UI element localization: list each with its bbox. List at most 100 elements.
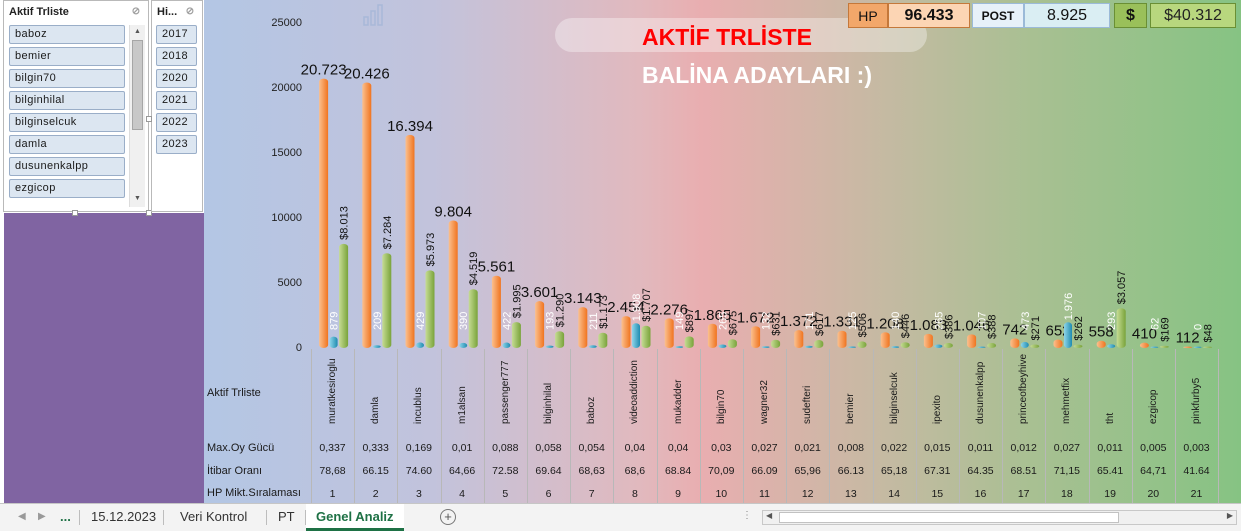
table-cell-max-oy: 0,005 [1140,442,1167,454]
table-column-divider [570,349,572,503]
clear-filter-icon[interactable]: ⊘ [185,6,195,17]
bar-label: 429 [415,312,427,330]
slicer-title: Hi... [157,6,178,18]
table-column-divider [397,349,399,503]
bar-series-0-ezgicop [1139,342,1149,348]
tab-15-12-2023[interactable]: 15.12.2023 [91,509,157,524]
horizontal-scroll-thumb[interactable] [779,512,1119,523]
column-header-user: m1alsan [456,386,468,424]
table-cell-max-oy: 0,058 [535,442,562,454]
scroll-left-icon[interactable]: ◀ [766,511,773,520]
bar-series-2-bilgin70 [727,339,737,348]
slicer-years[interactable]: Hi... ⊘ 2017 2018 2020 2021 2022 2023 [151,0,203,212]
bar-series-1-sudefteri [804,345,813,348]
table-cell-max-oy: 0,04 [624,442,646,454]
table-column-divider [872,349,874,503]
purple-shape [4,213,204,503]
column-header-user: princeofbeyhive [1018,353,1030,424]
column-header-user: damla [370,396,382,424]
table-cell-itibar: 69.64 [535,465,562,477]
table-cell-itibar: 41.64 [1183,465,1210,477]
bar-label: $1.290 [555,294,567,328]
slicer-item[interactable]: 2023 [156,135,197,154]
split-handle-icon[interactable]: ⋮ [742,510,752,521]
table-cell-itibar: 67.31 [924,465,951,477]
table-cell-itibar: 66.15 [362,465,389,477]
clear-filter-icon[interactable]: ⊘ [131,6,141,17]
table-column-divider [1175,349,1176,503]
row-label-max-oy: Max.Oy Gücü [207,442,275,454]
slicer-item[interactable]: 2021 [156,91,197,110]
bar-label: 558 [1089,324,1114,341]
resize-handle[interactable] [72,210,78,216]
bar-label: 2.276 [650,301,688,318]
slicer-item[interactable]: bilginhilal [9,91,125,110]
bar-series-1-ipexito [934,344,943,348]
tab-ellipsis[interactable]: ... [60,509,71,524]
bar-label: $1.707 [641,288,653,322]
bar-series-0-videoaddiction [621,316,631,348]
bar-series-1-bilgin70 [718,344,727,348]
bar-label: 132 [761,312,773,330]
slicer-scrollbar[interactable]: ▲ ▼ [129,25,145,207]
bar-series-2-wagner32 [771,339,781,348]
slicer-item[interactable]: bilgin70 [9,69,125,88]
table-cell-itibar: 71,15 [1053,465,1081,477]
scroll-up-icon[interactable]: ▲ [134,28,141,35]
bar-label: 209 [372,312,384,330]
slicer-aktif-trliste[interactable]: Aktif Trliste ⊘ baboz bemier bilgin70 bilgi… [3,0,149,212]
table-cell-max-oy: 0,337 [319,442,346,454]
tab-next-icon[interactable]: ▶ [38,511,46,522]
bar-label: 410 [1132,326,1157,343]
bar-label: 9.804 [434,204,472,221]
slicer-item[interactable]: ezgicop [9,179,125,198]
bar-label: 1.372 [780,313,818,330]
resize-handle[interactable] [146,116,152,122]
bar-label: 1.976 [1063,293,1075,321]
column-header-user: bilgin70 [715,389,727,424]
table-cell-max-oy: 0,169 [405,442,433,454]
slicer-item[interactable]: baboz [9,25,125,44]
resize-handle[interactable] [146,210,152,216]
chart-area[interactable] [204,0,1241,503]
table-column-divider [311,349,312,503]
slicer-item[interactable]: bilginselcuk [9,113,125,132]
tab-veri-kontrol[interactable]: Veri Kontrol [180,509,248,524]
sheet-tab-bar: ◀ ▶ ... 15.12.2023 Veri Kontrol PT Genel… [0,503,1241,531]
bar-label: $386 [943,314,955,338]
column-header-user: mukadder [672,379,684,424]
tab-genel-analiz[interactable]: Genel Analiz [306,504,404,531]
table-cell-itibar: 68,63 [578,465,605,477]
hp-value: 96.433 [888,3,970,28]
post-value-text: 8.925 [1046,6,1088,24]
tab-prev-icon[interactable]: ◀ [18,511,26,522]
slicer-item[interactable]: 2020 [156,69,197,88]
dollar-value: $40.312 [1150,3,1236,28]
column-header-user: ipexito [931,395,943,424]
scroll-right-icon[interactable]: ▶ [1226,511,1233,520]
scroll-thumb[interactable] [132,40,143,130]
bar-label: 390 [458,312,470,330]
table-cell-itibar: 65,18 [880,465,908,477]
dollar-label-text: $ [1126,6,1135,24]
table-cell-max-oy: 0,011 [967,442,994,454]
add-sheet-icon[interactable]: + [440,509,456,525]
table-cell-itibar: 64,71 [1140,465,1167,477]
tab-pt[interactable]: PT [278,509,295,524]
horizontal-scrollbar[interactable]: ◀ ▶ [762,510,1237,525]
table-cell-hp-rank: 5 [502,488,509,500]
slicer-item[interactable]: bemier [9,47,125,66]
bar-series-0-tht [1096,340,1106,348]
bar-label: $7.284 [382,216,394,250]
slicer-item[interactable]: damla [9,135,125,154]
bar-label: 742 [1002,321,1027,338]
scroll-down-icon[interactable]: ▼ [134,195,141,202]
slicer-item[interactable]: 2022 [156,113,197,132]
table-cell-itibar: 65,96 [794,465,821,477]
table-column-divider [1045,349,1047,503]
slicer-item[interactable]: 2017 [156,25,197,44]
slicer-item[interactable]: dusunenkalpp [9,157,125,176]
bar-label: 1.908 [631,294,643,322]
bar-label: 140 [890,312,902,330]
slicer-item[interactable]: 2018 [156,47,197,66]
